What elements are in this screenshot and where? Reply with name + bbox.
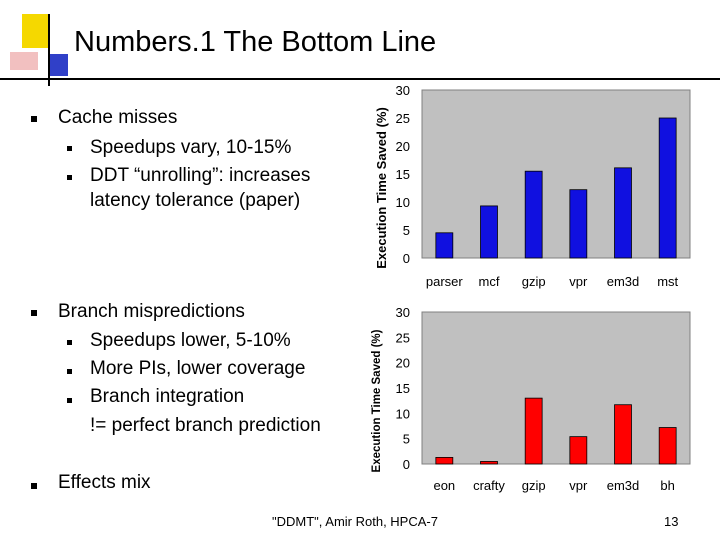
x-tick-label: em3d — [607, 274, 640, 289]
y-axis-label: Execution Time Saved (%) — [374, 107, 389, 269]
x-tick-label: eon — [433, 478, 455, 493]
bar-em3d — [614, 167, 632, 259]
y-tick-label: 20 — [396, 139, 410, 154]
bar-vpr — [569, 436, 588, 465]
slide-title: Numbers.1 The Bottom Line — [74, 26, 437, 58]
sub-bullet-marker — [67, 146, 72, 151]
y-tick-label: 5 — [403, 432, 410, 447]
cache-misses-bar-chart: 0 5 10 15 20 25 30 parser mcf gzip vpr em3d mst Execu… — [374, 84, 691, 289]
corner-blue-square — [48, 54, 68, 76]
page-number: 13 — [664, 514, 679, 529]
bar-bh — [658, 427, 677, 465]
plot-area — [421, 89, 691, 259]
bar-gzip — [524, 397, 543, 465]
branch-mispredictions-bar-chart: 0 5 10 15 20 25 30 eon crafty gzip vpr em3d bh Execut… — [371, 305, 691, 493]
y-tick-label: 5 — [403, 223, 410, 238]
corner-red-square — [10, 52, 38, 70]
sub-bullet-speedups-lower: Speedups lower, 5-10% — [90, 330, 291, 351]
bar-mst — [658, 117, 677, 259]
x-tick-label: crafty — [473, 478, 505, 493]
sub-bullet-marker — [67, 340, 72, 345]
plot-area — [421, 311, 691, 465]
bar-em3d — [614, 404, 632, 465]
bullet-marker — [31, 310, 37, 316]
y-tick-label: 10 — [396, 195, 410, 210]
y-tick-label: 30 — [396, 84, 410, 98]
y-tick-label: 30 — [396, 305, 410, 320]
x-tick-label: vpr — [569, 478, 588, 493]
corner-yellow-square — [22, 14, 48, 48]
sub-bullet-marker — [67, 398, 72, 403]
title-underline — [0, 78, 720, 80]
y-tick-label: 0 — [403, 457, 410, 472]
x-tick-label: mcf — [479, 274, 500, 289]
y-tick-label: 20 — [396, 356, 410, 371]
y-tick-label: 25 — [396, 330, 410, 345]
y-tick-label: 15 — [396, 167, 410, 182]
bar-vpr — [569, 189, 588, 259]
x-tick-label: gzip — [522, 478, 546, 493]
x-tick-label: parser — [426, 274, 464, 289]
bar-mcf — [480, 205, 498, 259]
sub-bullet-ddt-unrolling: DDT “unrolling”: increases — [90, 165, 311, 186]
sub-bullet-speedups-vary: Speedups vary, 10-15% — [90, 137, 292, 158]
x-tick-label: mst — [657, 274, 678, 289]
sub-bullet-latency-tolerance: latency tolerance (paper) — [90, 190, 301, 211]
bullet-branch-mispredictions: Branch mispredictions — [58, 301, 245, 322]
sub-bullet-marker — [67, 175, 72, 180]
y-tick-label: 0 — [403, 251, 410, 266]
bar-crafty — [480, 461, 498, 465]
title-vertical-line — [48, 14, 50, 86]
bullet-cache-misses: Cache misses — [58, 107, 178, 128]
y-tick-label: 25 — [396, 111, 410, 126]
bullet-marker — [31, 483, 37, 489]
x-tick-label: gzip — [522, 274, 546, 289]
y-tick-label: 10 — [396, 406, 410, 421]
bullet-marker — [31, 116, 37, 122]
bar-parser — [435, 232, 454, 259]
x-tick-label: bh — [660, 478, 674, 493]
sub-bullet-perfect-branch: != perfect branch prediction — [90, 415, 321, 436]
y-axis-label: Execution Time Saved (%) — [371, 329, 383, 472]
bar-gzip — [524, 170, 543, 259]
y-tick-label: 15 — [396, 381, 410, 396]
sub-bullet-marker — [67, 369, 72, 374]
x-tick-label: vpr — [569, 274, 588, 289]
bullet-effects-mix: Effects mix — [58, 472, 151, 493]
x-tick-label: em3d — [607, 478, 640, 493]
footer-citation: "DDMT", Amir Roth, HPCA-7 — [272, 514, 438, 529]
sub-bullet-branch-integration: Branch integration — [90, 386, 245, 407]
bar-eon — [435, 457, 454, 465]
sub-bullet-more-pis: More PIs, lower coverage — [90, 358, 306, 379]
